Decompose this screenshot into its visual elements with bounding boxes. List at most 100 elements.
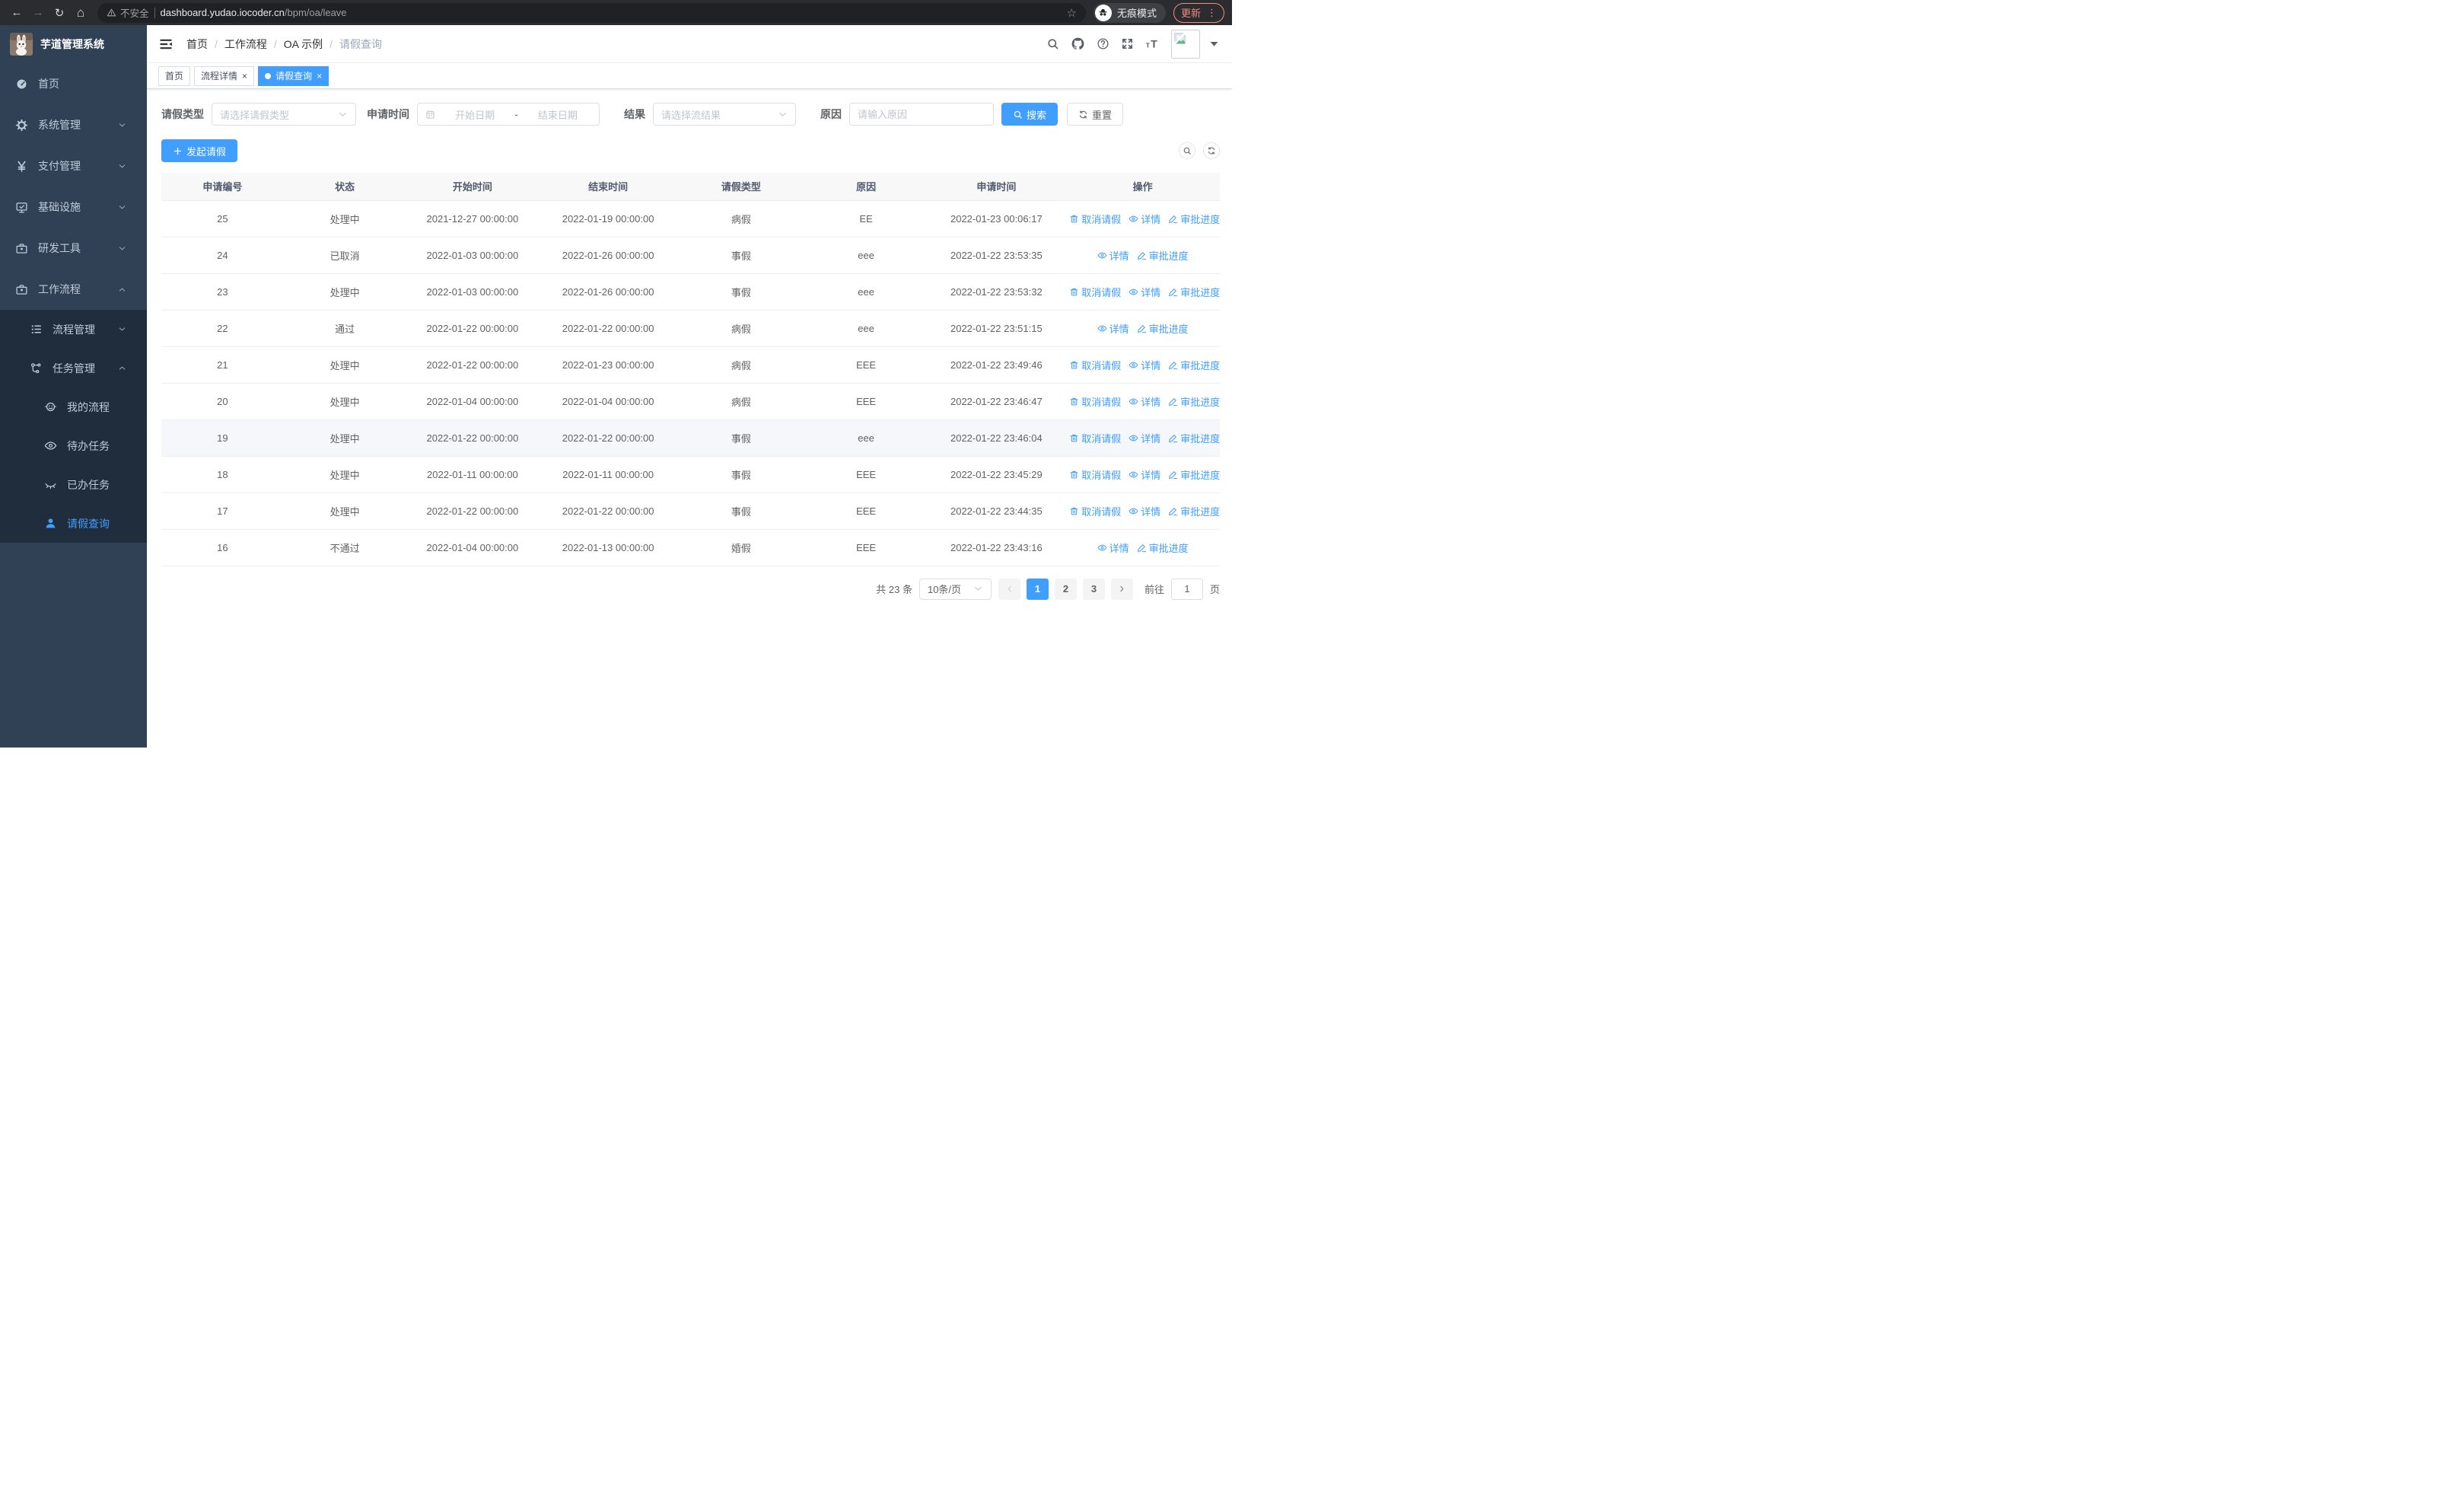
leave-type-select[interactable]: 请选择请假类型 xyxy=(212,103,356,126)
browser-menu-icon[interactable]: ⋮ xyxy=(1207,6,1217,18)
cancel-leave-link-label: 取消请假 xyxy=(1081,396,1122,408)
detail-link[interactable]: 详情 xyxy=(1129,285,1160,299)
eye-icon xyxy=(44,439,57,452)
sidebar-item-task-mgmt[interactable]: 任务管理 xyxy=(0,349,147,387)
cancel-leave-link[interactable]: 取消请假 xyxy=(1069,358,1121,372)
detail-link[interactable]: 详情 xyxy=(1129,358,1160,372)
browser-reload-button[interactable]: ↻ xyxy=(54,6,65,20)
table-toolbar: 发起请假 xyxy=(161,139,1220,162)
progress-link[interactable]: 审批进度 xyxy=(1168,285,1220,299)
detail-link[interactable]: 详情 xyxy=(1129,467,1160,482)
sidebar-item-workflow[interactable]: 工作流程 xyxy=(0,269,147,310)
start-date-placeholder: 开始日期 xyxy=(455,109,495,121)
edit-icon xyxy=(1168,433,1178,443)
help-icon[interactable] xyxy=(1097,37,1109,50)
browser-home-button[interactable]: ⌂ xyxy=(76,5,85,20)
cancel-leave-link[interactable]: 取消请假 xyxy=(1069,212,1121,226)
breadcrumb-home[interactable]: 首页 xyxy=(186,37,208,50)
search-button[interactable]: 搜索 xyxy=(1001,103,1059,126)
prev-page-button[interactable] xyxy=(998,578,1020,600)
cancel-leave-link[interactable]: 取消请假 xyxy=(1069,504,1121,518)
apply-time-range-picker[interactable]: 开始日期 - 结束日期 xyxy=(417,103,600,126)
result-select[interactable]: 请选择流结果 xyxy=(653,103,796,126)
page-button-1[interactable]: 1 xyxy=(1026,578,1049,600)
cancel-leave-link[interactable]: 取消请假 xyxy=(1069,394,1121,409)
detail-link[interactable]: 详情 xyxy=(1097,540,1129,555)
cell-apply: 2022-01-22 23:53:35 xyxy=(927,237,1066,274)
create-leave-button[interactable]: 发起请假 xyxy=(161,139,238,162)
progress-link[interactable]: 审批进度 xyxy=(1137,321,1189,336)
cancel-leave-link-label: 取消请假 xyxy=(1081,213,1122,225)
page-size-select[interactable]: 10条/页 xyxy=(918,578,992,600)
sidebar-item-todo-tasks[interactable]: 待办任务 xyxy=(0,426,147,465)
cell-reason: eee xyxy=(804,273,928,311)
sidebar-item-done-tasks[interactable]: 已办任务 xyxy=(0,465,147,504)
browser-update-button[interactable]: 更新 ⋮ xyxy=(1173,2,1224,23)
sidebar-item-home[interactable]: 首页 xyxy=(0,63,147,104)
cancel-leave-link[interactable]: 取消请假 xyxy=(1069,467,1121,482)
sidebar-item-payment[interactable]: 支付管理 xyxy=(0,145,147,186)
close-icon[interactable]: × xyxy=(242,70,248,81)
toggle-search-button[interactable] xyxy=(1179,142,1195,159)
edit-icon xyxy=(1137,250,1147,260)
reason-input[interactable] xyxy=(849,103,994,126)
progress-link[interactable]: 审批进度 xyxy=(1168,504,1220,518)
detail-link[interactable]: 详情 xyxy=(1129,212,1160,226)
user-menu-caret-icon[interactable] xyxy=(1208,37,1221,50)
close-icon[interactable]: × xyxy=(317,70,323,81)
cell-actions: 取消请假 详情 审批进度 xyxy=(1065,492,1220,530)
gear-icon xyxy=(15,119,28,132)
progress-link[interactable]: 审批进度 xyxy=(1168,467,1220,482)
font-size-icon[interactable] xyxy=(1145,37,1160,51)
sidebar-logo[interactable]: 芋道管理系统 xyxy=(0,25,147,63)
detail-link[interactable]: 详情 xyxy=(1097,248,1129,263)
progress-link[interactable]: 审批进度 xyxy=(1137,248,1189,263)
security-indicator[interactable]: 不安全 xyxy=(107,5,149,20)
page-button-2[interactable]: 2 xyxy=(1054,578,1077,600)
breadcrumb-oa-example[interactable]: OA 示例 xyxy=(283,37,323,50)
sidebar-item-leave-query[interactable]: 请假查询 xyxy=(0,504,147,543)
detail-link[interactable]: 详情 xyxy=(1129,504,1160,518)
cell-id: 16 xyxy=(161,529,284,566)
avatar[interactable] xyxy=(1171,29,1200,59)
progress-link[interactable]: 审批进度 xyxy=(1137,540,1189,555)
detail-link[interactable]: 详情 xyxy=(1129,431,1160,445)
tab-leave-query[interactable]: 请假查询 × xyxy=(258,65,329,86)
sidebar-item-infra[interactable]: 基础设施 xyxy=(0,186,147,228)
fullscreen-icon[interactable] xyxy=(1121,37,1134,50)
reset-button[interactable]: 重置 xyxy=(1067,103,1124,126)
breadcrumb-separator: / xyxy=(273,37,277,50)
sidebar-item-my-processes[interactable]: 我的流程 xyxy=(0,387,147,426)
tab-home[interactable]: 首页 xyxy=(158,65,191,86)
detail-link[interactable]: 详情 xyxy=(1129,394,1160,409)
detail-link-label: 详情 xyxy=(1141,469,1161,481)
browser-forward-button[interactable]: → xyxy=(32,6,44,19)
progress-link[interactable]: 审批进度 xyxy=(1168,431,1220,445)
cancel-leave-link[interactable]: 取消请假 xyxy=(1069,285,1121,299)
breadcrumb-separator: / xyxy=(329,37,333,50)
progress-link[interactable]: 审批进度 xyxy=(1168,212,1220,226)
progress-link[interactable]: 审批进度 xyxy=(1168,358,1220,372)
goto-page-input[interactable] xyxy=(1170,578,1203,600)
sidebar-item-process-mgmt[interactable]: 流程管理 xyxy=(0,310,147,349)
sidebar-collapse-icon[interactable] xyxy=(158,37,173,52)
page-button-3[interactable]: 3 xyxy=(1082,578,1105,600)
sidebar-item-devtools[interactable]: 研发工具 xyxy=(0,228,147,269)
tab-process-detail[interactable]: 流程详情 × xyxy=(194,65,255,86)
progress-link[interactable]: 审批进度 xyxy=(1168,394,1220,409)
refresh-table-button[interactable] xyxy=(1203,142,1220,159)
chevron-down-icon xyxy=(1118,585,1126,593)
sidebar-item-system[interactable]: 系统管理 xyxy=(0,104,147,145)
browser-back-button[interactable]: ← xyxy=(11,6,23,19)
bookmark-star-icon[interactable]: ☆ xyxy=(1066,6,1077,20)
col-end: 结束时间 xyxy=(539,173,677,201)
next-page-button[interactable] xyxy=(1110,578,1133,600)
cell-start: 2022-01-03 00:00:00 xyxy=(406,273,540,311)
detail-link[interactable]: 详情 xyxy=(1097,321,1129,336)
progress-link-label: 审批进度 xyxy=(1180,396,1220,408)
search-icon[interactable] xyxy=(1046,37,1059,50)
cancel-leave-link[interactable]: 取消请假 xyxy=(1069,431,1121,445)
address-bar[interactable]: 不安全 dashboard.yudao.iocoder.cn/bpm/oa/le… xyxy=(97,2,1086,23)
github-icon[interactable] xyxy=(1071,37,1085,51)
breadcrumb-workflow[interactable]: 工作流程 xyxy=(224,37,267,50)
